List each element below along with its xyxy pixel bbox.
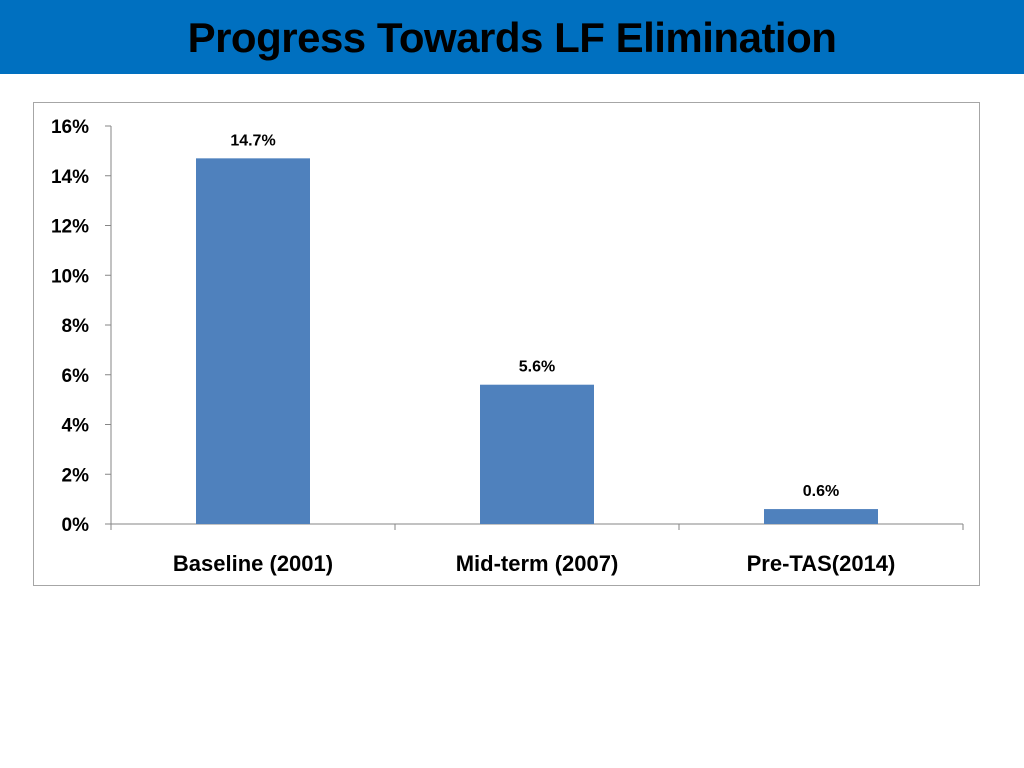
data-label: 0.6% <box>803 483 839 500</box>
y-tick-label: 8% <box>62 316 90 337</box>
y-tick-label: 14% <box>51 167 89 188</box>
data-label: 14.7% <box>230 132 275 149</box>
bar <box>196 158 310 524</box>
x-tick-label: Baseline (2001) <box>173 551 333 576</box>
data-label: 5.6% <box>519 359 555 376</box>
y-tick-label: 0% <box>62 515 90 536</box>
y-tick-label: 16% <box>51 117 89 138</box>
x-tick-label: Mid-term (2007) <box>456 551 619 576</box>
bar <box>764 509 878 524</box>
title-bar <box>0 0 1024 74</box>
bar <box>480 384 594 524</box>
y-tick-label: 2% <box>62 465 90 486</box>
slide-title: Progress Towards LF Elimination <box>187 14 837 61</box>
y-tick-label: 4% <box>62 416 90 437</box>
y-tick-label: 10% <box>51 266 89 287</box>
y-tick-label: 6% <box>62 366 90 387</box>
x-tick-label: Pre-TAS(2014) <box>747 551 896 576</box>
y-tick-label: 12% <box>51 217 89 238</box>
